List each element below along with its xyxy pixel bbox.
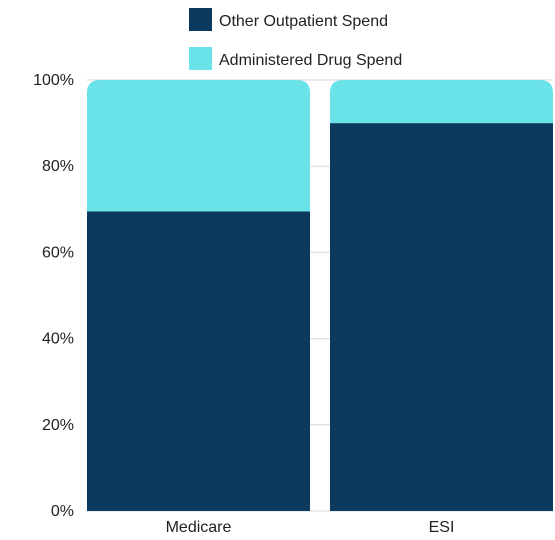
y-axis: 0% 20% 40% 60% 80% 100% (33, 72, 74, 520)
y-tick-label: 100% (33, 72, 74, 89)
x-axis: Medicare ESI (166, 519, 455, 536)
bar-esi-administered-drug-spend (330, 80, 553, 124)
bar-medicare-administered-drug-spend (87, 80, 310, 212)
x-tick-label: Medicare (166, 519, 232, 536)
bar-medicare-other-outpatient-spend (87, 211, 310, 511)
y-tick-label: 40% (42, 331, 74, 348)
y-tick-label: 20% (42, 417, 74, 434)
bars (87, 80, 553, 511)
legend-swatch (189, 47, 212, 70)
y-tick-label: 80% (42, 158, 74, 175)
legend-label: Administered Drug Spend (219, 52, 402, 69)
bar-esi-other-outpatient-spend (330, 123, 553, 511)
legend-swatch (189, 8, 212, 31)
legend-label: Other Outpatient Spend (219, 13, 388, 30)
legend: Other Outpatient Spend Administered Drug … (189, 8, 402, 70)
x-tick-label: ESI (429, 519, 455, 536)
y-tick-label: 60% (42, 244, 74, 261)
y-tick-label: 0% (51, 503, 74, 520)
